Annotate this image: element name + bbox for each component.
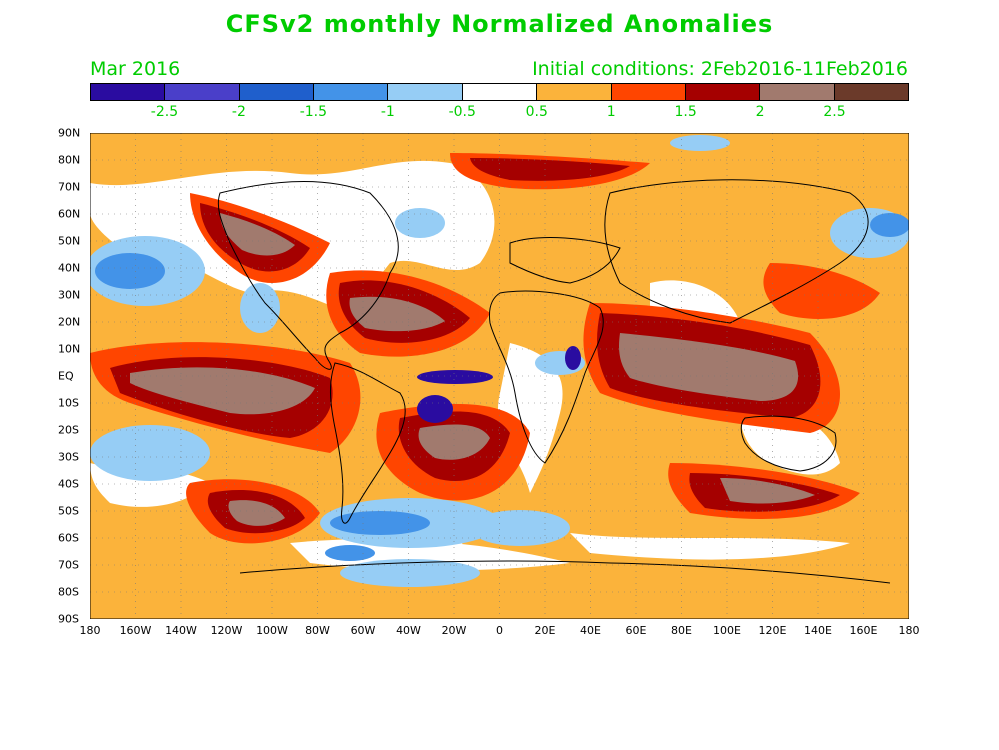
longitude-tick-label: 120W bbox=[210, 624, 243, 637]
colorbar-tick-label: -1.5 bbox=[299, 104, 328, 120]
latitude-tick-label: 50N bbox=[58, 234, 81, 248]
latitude-tick-label: 60N bbox=[58, 207, 81, 221]
colorbar-swatch bbox=[462, 84, 538, 100]
latitude-tick-label: EQ bbox=[58, 369, 74, 383]
colorbar-swatch bbox=[314, 84, 389, 100]
colorbar-swatch bbox=[165, 84, 240, 100]
colorbar-tick-label: 2.5 bbox=[823, 104, 846, 120]
colorbar-swatch bbox=[611, 84, 686, 100]
colorbar-tick-label: 2 bbox=[755, 104, 765, 120]
latitude-tick-label: 40S bbox=[58, 477, 79, 491]
longitude-tick-label: 180 bbox=[79, 624, 101, 637]
longitude-tick-label: 20W bbox=[441, 624, 467, 637]
longitude-tick-label: 100E bbox=[713, 624, 741, 637]
negative-anomaly-dark bbox=[417, 346, 581, 423]
latitude-tick-label: 40N bbox=[58, 261, 81, 275]
latitude-tick-label: 20N bbox=[58, 315, 81, 329]
latitude-tick-label: 20S bbox=[58, 423, 79, 437]
colorbar-tick-label: 0.5 bbox=[525, 104, 548, 120]
colorbar-tick-label: -1 bbox=[380, 104, 395, 120]
colorbar-swatch bbox=[834, 84, 908, 100]
colorbar-tick-label: -0.5 bbox=[448, 104, 476, 120]
latitude-tick-label: 70S bbox=[58, 558, 79, 572]
latitude-tick-label: 90N bbox=[58, 126, 81, 140]
map-title: CFSv2 monthly Normalized Anomalies bbox=[225, 10, 774, 38]
longitude-tick-label: 180 bbox=[898, 624, 920, 637]
init-conditions: Initial conditions: 2Feb2016-11Feb2016 bbox=[532, 58, 908, 80]
latitude-tick-label: 10S bbox=[58, 396, 79, 410]
longitude-tick-label: 100W bbox=[256, 624, 288, 637]
colorbar-swatch bbox=[91, 84, 166, 100]
colorbar-swatch bbox=[760, 84, 835, 100]
longitude-tick-label: 160E bbox=[849, 624, 878, 637]
latitude-tick-label: 30S bbox=[58, 450, 79, 464]
anomaly-map bbox=[90, 133, 909, 619]
longitude-tick-label: 0 bbox=[496, 624, 503, 637]
colorbar-swatch bbox=[537, 84, 612, 100]
latitude-tick-label: 80S bbox=[58, 585, 79, 599]
longitude-tick-label: 60W bbox=[350, 624, 376, 637]
latitude-tick-label: 90S bbox=[58, 612, 79, 626]
negative-anomaly-medium bbox=[95, 213, 909, 561]
longitude-tick-label: 160W bbox=[119, 624, 152, 637]
colorbar-tick-label: -2 bbox=[231, 104, 246, 120]
positive-anomaly-brown bbox=[130, 213, 815, 526]
colorbar-swatch bbox=[239, 84, 315, 100]
continent-outlines bbox=[217, 179, 891, 584]
latitude-tick-label: 10N bbox=[58, 342, 81, 356]
longitude-tick-label: 80E bbox=[671, 624, 692, 637]
latitude-tick-label: 30N bbox=[58, 288, 81, 302]
longitude-tick-label: 40W bbox=[396, 624, 421, 637]
longitude-tick-label: 140E bbox=[804, 624, 832, 637]
longitude-tick-label: 40E bbox=[580, 624, 601, 637]
latitude-tick-label: 70N bbox=[58, 180, 81, 194]
colorbar-swatch bbox=[685, 84, 761, 100]
colorbar-legend bbox=[90, 83, 909, 101]
longitude-tick-label: 80W bbox=[305, 624, 330, 637]
colorbar-tick-label: 1 bbox=[606, 104, 616, 120]
valid-month: Mar 2016 bbox=[90, 58, 181, 80]
colorbar-tick-label: -2.5 bbox=[150, 104, 179, 120]
latitude-tick-label: 80N bbox=[58, 153, 81, 167]
colorbar-swatch bbox=[388, 84, 463, 100]
map-canvas bbox=[90, 133, 909, 619]
longitude-tick-label: 60E bbox=[625, 624, 647, 637]
longitude-tick-label: 20E bbox=[534, 624, 556, 637]
longitude-tick-label: 120E bbox=[758, 624, 787, 637]
latitude-tick-label: 50S bbox=[58, 504, 79, 518]
colorbar-tick-label: 1.5 bbox=[674, 104, 697, 120]
longitude-tick-label: 140W bbox=[165, 624, 197, 637]
latitude-tick-label: 60S bbox=[58, 531, 79, 545]
